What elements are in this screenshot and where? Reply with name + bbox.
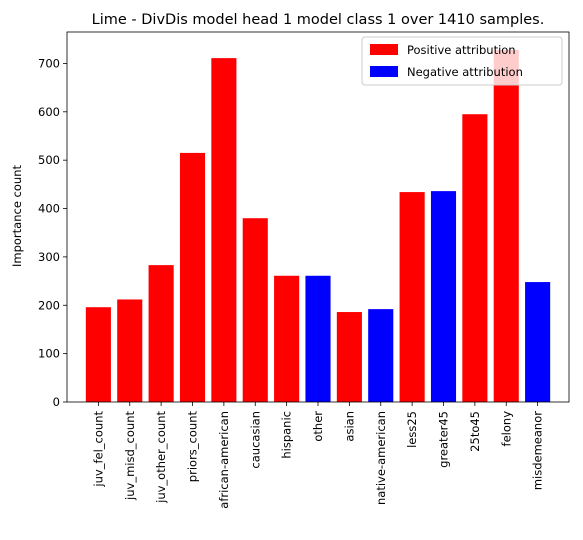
x-tick-label: asian [342,411,356,442]
bar-greater45 [430,191,457,402]
bar-felony [493,49,519,403]
legend-entry-label: Positive attribution [407,43,516,57]
x-tick-label: 25to45 [468,411,482,452]
y-axis: 0 100 200 300 400 500 600 700 [38,56,67,409]
y-tick-label: 700 [38,56,60,70]
y-tick-label: 300 [38,250,60,264]
x-tick-label: juv_misd_count [123,411,137,501]
bar-25to45 [462,114,488,402]
y-tick-label: 0 [53,395,60,409]
plot-frame [66,31,570,403]
legend-swatch [370,66,398,77]
y-tick-label: 100 [38,347,60,361]
bar-priors_count [179,152,206,402]
bar-misdemeanor [525,282,551,402]
bar-hispanic [274,275,300,402]
y-tick-label: 200 [38,298,60,312]
legend-swatch [370,44,398,55]
bar-less25 [399,192,425,402]
bar-african-american [211,58,237,402]
bar-juv_misd_count [117,299,143,402]
bar-juv_fel_count [85,307,111,402]
x-tick-label: caucasian [248,411,262,469]
x-tick-label: priors_count [186,411,200,483]
y-axis-label: Importance count [10,165,24,267]
bar-caucasian [242,218,268,402]
x-tick-label: misdemeanor [531,411,545,490]
x-axis: juv_fel_count juv_misd_count juv_other_cou… [91,402,545,509]
x-tick-label: greater45 [437,411,451,468]
legend-entry-label: Negative attribution [407,65,523,79]
legend-box [361,36,563,86]
y-tick-label: 600 [38,105,60,119]
plot-area [85,49,551,403]
x-tick-label: hispanic [280,411,294,459]
x-tick-label: less25 [405,411,419,448]
x-tick-label: african-american [217,411,231,509]
x-tick-label: native-american [374,411,388,505]
chart-title: Lime - DivDis model head 1 model class 1… [92,12,545,28]
x-tick-label: other [311,411,325,442]
bar-native-american [368,309,394,402]
legend: Positive attribution Negative attribution [361,36,563,86]
y-tick-label: 400 [38,202,60,216]
x-tick-label: juv_fel_count [91,411,105,488]
bar-juv_other_count [148,265,174,402]
bar-other [305,275,331,402]
x-tick-label: felony [499,411,513,447]
bar-asian [336,312,362,402]
x-tick-label: juv_other_count [154,411,168,504]
y-tick-label: 500 [38,153,60,167]
